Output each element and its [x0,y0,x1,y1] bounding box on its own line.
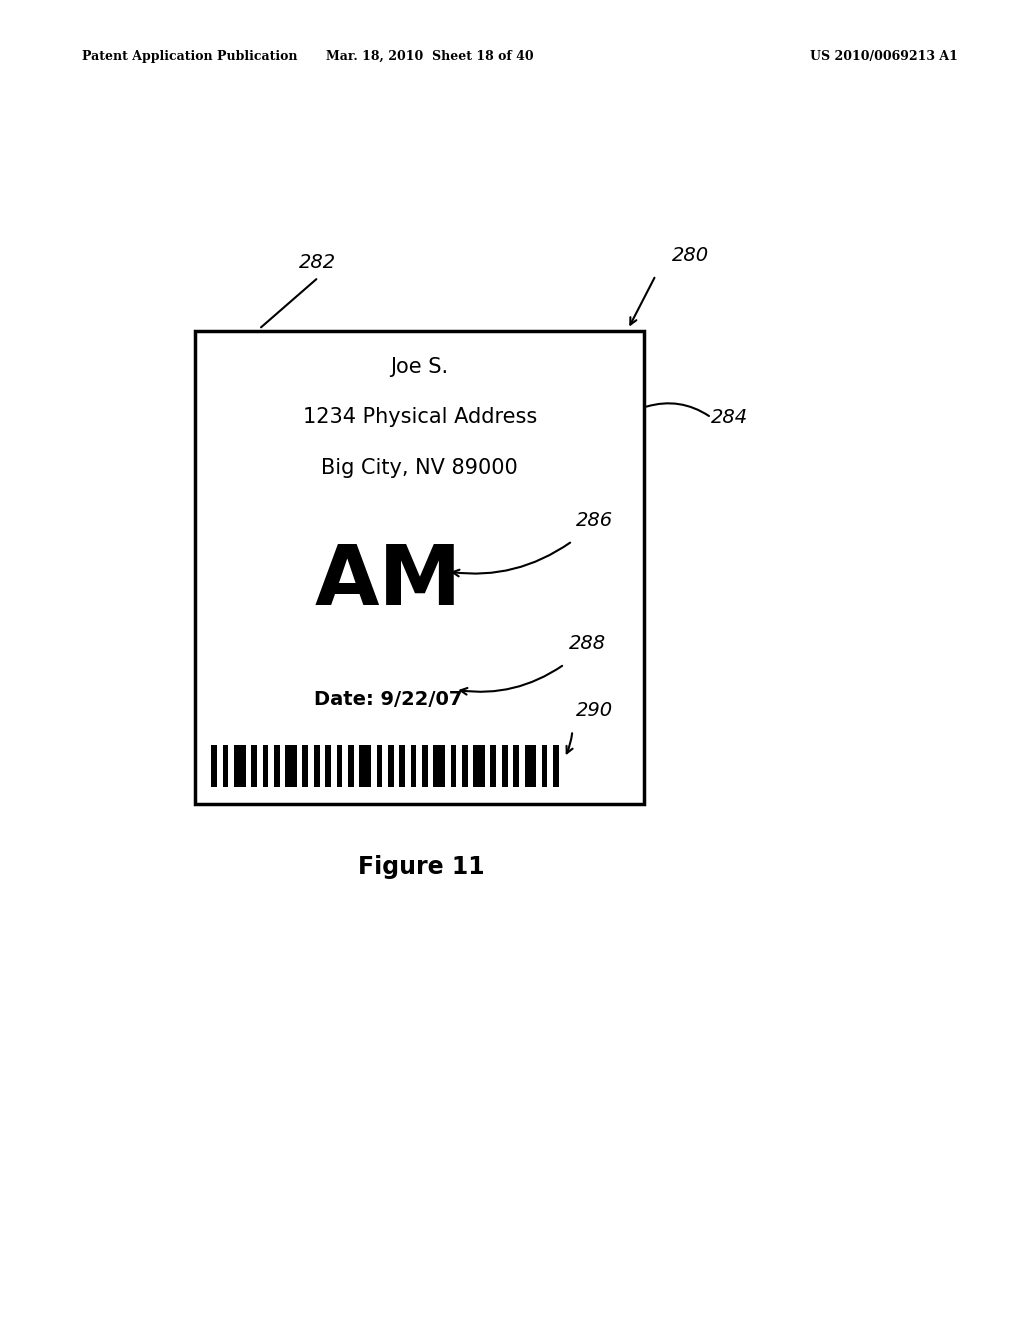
Text: 284: 284 [712,408,749,428]
Text: Date: 9/22/07: Date: 9/22/07 [313,690,462,709]
Text: 290: 290 [577,701,613,719]
Bar [490,744,496,787]
Text: US 2010/0069213 A1: US 2010/0069213 A1 [810,50,957,63]
Text: 288: 288 [568,635,605,653]
Bar [462,744,468,787]
Bar [313,744,319,787]
Text: AM: AM [314,541,462,622]
Bar [502,744,508,787]
Bar [451,744,457,787]
Bar [411,744,417,787]
Bar [234,744,246,787]
Text: Joe S.: Joe S. [390,356,449,376]
Text: Patent Application Publication: Patent Application Publication [82,50,297,63]
Bar [302,744,308,787]
Bar [359,744,371,787]
Bar [326,744,331,787]
Bar [524,744,536,787]
Text: Mar. 18, 2010  Sheet 18 of 40: Mar. 18, 2010 Sheet 18 of 40 [327,50,534,63]
Text: 1234 Physical Address: 1234 Physical Address [302,408,537,428]
Text: 282: 282 [299,253,336,272]
Text: Big City, NV 89000: Big City, NV 89000 [322,458,518,478]
Bar [377,744,382,787]
Bar [223,744,228,787]
Bar [473,744,484,787]
Bar [433,744,444,787]
Bar [348,744,353,787]
Bar [422,744,428,787]
Bar [542,744,548,787]
Bar [262,744,268,787]
Text: 280: 280 [672,246,709,265]
Bar [274,744,280,787]
Bar [388,744,393,787]
Text: 286: 286 [577,511,613,531]
Bar [337,744,342,787]
Bar [513,744,519,787]
Bar [399,744,406,787]
Bar [286,744,297,787]
Bar [196,331,644,804]
Bar [251,744,257,787]
Bar [211,744,217,787]
Bar [553,744,559,787]
Text: Figure 11: Figure 11 [358,854,485,879]
